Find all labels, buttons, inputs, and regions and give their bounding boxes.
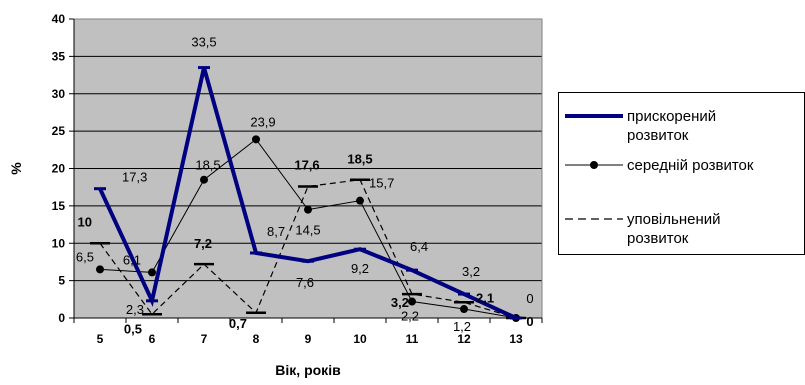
data-label: 2,1: [476, 290, 494, 305]
data-label: 33,5: [191, 35, 216, 50]
series-line-slowed: [99, 179, 517, 319]
marker-average: [96, 265, 104, 274]
marker-average: [460, 305, 468, 314]
x-tick-label: 10: [353, 332, 367, 346]
data-label: 6,4: [410, 239, 428, 254]
y-axis-title: %: [8, 162, 24, 175]
legend-item-slowed: уповільнений розвиток: [559, 208, 805, 248]
data-label: 3,2: [391, 295, 409, 310]
y-tick-labels: 0 5 10 15 20 25 30 35 40: [52, 12, 66, 325]
data-label: 0,7: [229, 316, 247, 331]
x-tick-label: 13: [509, 332, 523, 346]
data-label: 9,2: [351, 261, 369, 276]
data-label: 18,5: [195, 158, 220, 173]
y-tick-label: 10: [52, 236, 66, 250]
y-tick-label: 0: [58, 311, 65, 325]
marker-average: [148, 268, 156, 277]
data-label: 10: [78, 214, 92, 229]
y-tick-label: 35: [52, 49, 66, 63]
x-tick-label: 8: [253, 332, 260, 346]
legend-label-accelerated: прискорений розвиток: [627, 108, 717, 144]
data-label: 23,9: [250, 114, 275, 129]
y-tick-label: 15: [52, 199, 66, 213]
data-label: 2,2: [401, 309, 419, 324]
data-label: 7,6: [296, 275, 314, 290]
x-tick-label: 5: [97, 332, 104, 346]
data-label: 3,2: [462, 264, 480, 279]
data-label: 1,2: [453, 319, 471, 334]
legend-label-slowed: уповільнений розвиток: [627, 211, 721, 247]
y-tick-label: 25: [52, 124, 66, 138]
x-tick-label: 11: [406, 332, 419, 346]
legend-label-average: середній розвиток: [627, 157, 754, 174]
data-label: 14,5: [295, 223, 320, 238]
x-tick-label: 12: [457, 332, 471, 346]
marker-average: [200, 175, 208, 184]
data-label: 8,7: [267, 224, 285, 239]
marker-average: [408, 297, 416, 306]
marker-average: [304, 205, 312, 214]
marker-average: [252, 135, 260, 144]
gridlines: [69, 18, 542, 319]
marker-average: [356, 196, 364, 205]
x-axis-title: Вік, років: [275, 362, 341, 378]
data-label: 6,5: [76, 249, 94, 264]
legend-item-average: середній розвиток: [559, 154, 805, 194]
data-label: 7,2: [194, 236, 212, 251]
legend-swatch-slowed: [565, 218, 623, 220]
x-tick-label: 6: [149, 332, 156, 346]
data-label: 0: [526, 291, 533, 306]
data-label: 2,3: [126, 302, 144, 317]
y-tick-label: 30: [52, 87, 66, 101]
y-tick-label: 20: [52, 162, 66, 176]
x-tick-labels: 5 6 7 8 9 10 11 12 13: [97, 332, 523, 346]
data-labels: 17,3 2,3 33,5 8,7 7,6 9,2 6,4 3,2 0 6,5 6,1 18,5 23,…: [76, 35, 534, 337]
series-lines: [90, 66, 526, 322]
data-label: 0,5: [124, 321, 142, 336]
data-label: 0: [526, 314, 533, 329]
axes: [73, 18, 543, 323]
legend-swatch-average: [565, 161, 623, 169]
data-label: 17,6: [294, 157, 319, 172]
x-tick-label: 7: [201, 332, 208, 346]
data-label: 17,3: [122, 170, 147, 185]
legend: прискорений розвиток середній розвиток у…: [558, 92, 805, 255]
data-label: 15,7: [369, 176, 394, 191]
legend-swatch-accelerated: [565, 114, 623, 118]
x-tick-label: 9: [305, 332, 312, 346]
y-tick-label: 40: [52, 12, 66, 26]
legend-item-accelerated: прискорений розвиток: [559, 105, 805, 145]
y-tick-label: 5: [58, 274, 65, 288]
data-label: 18,5: [347, 152, 372, 167]
data-label: 6,1: [123, 252, 141, 267]
